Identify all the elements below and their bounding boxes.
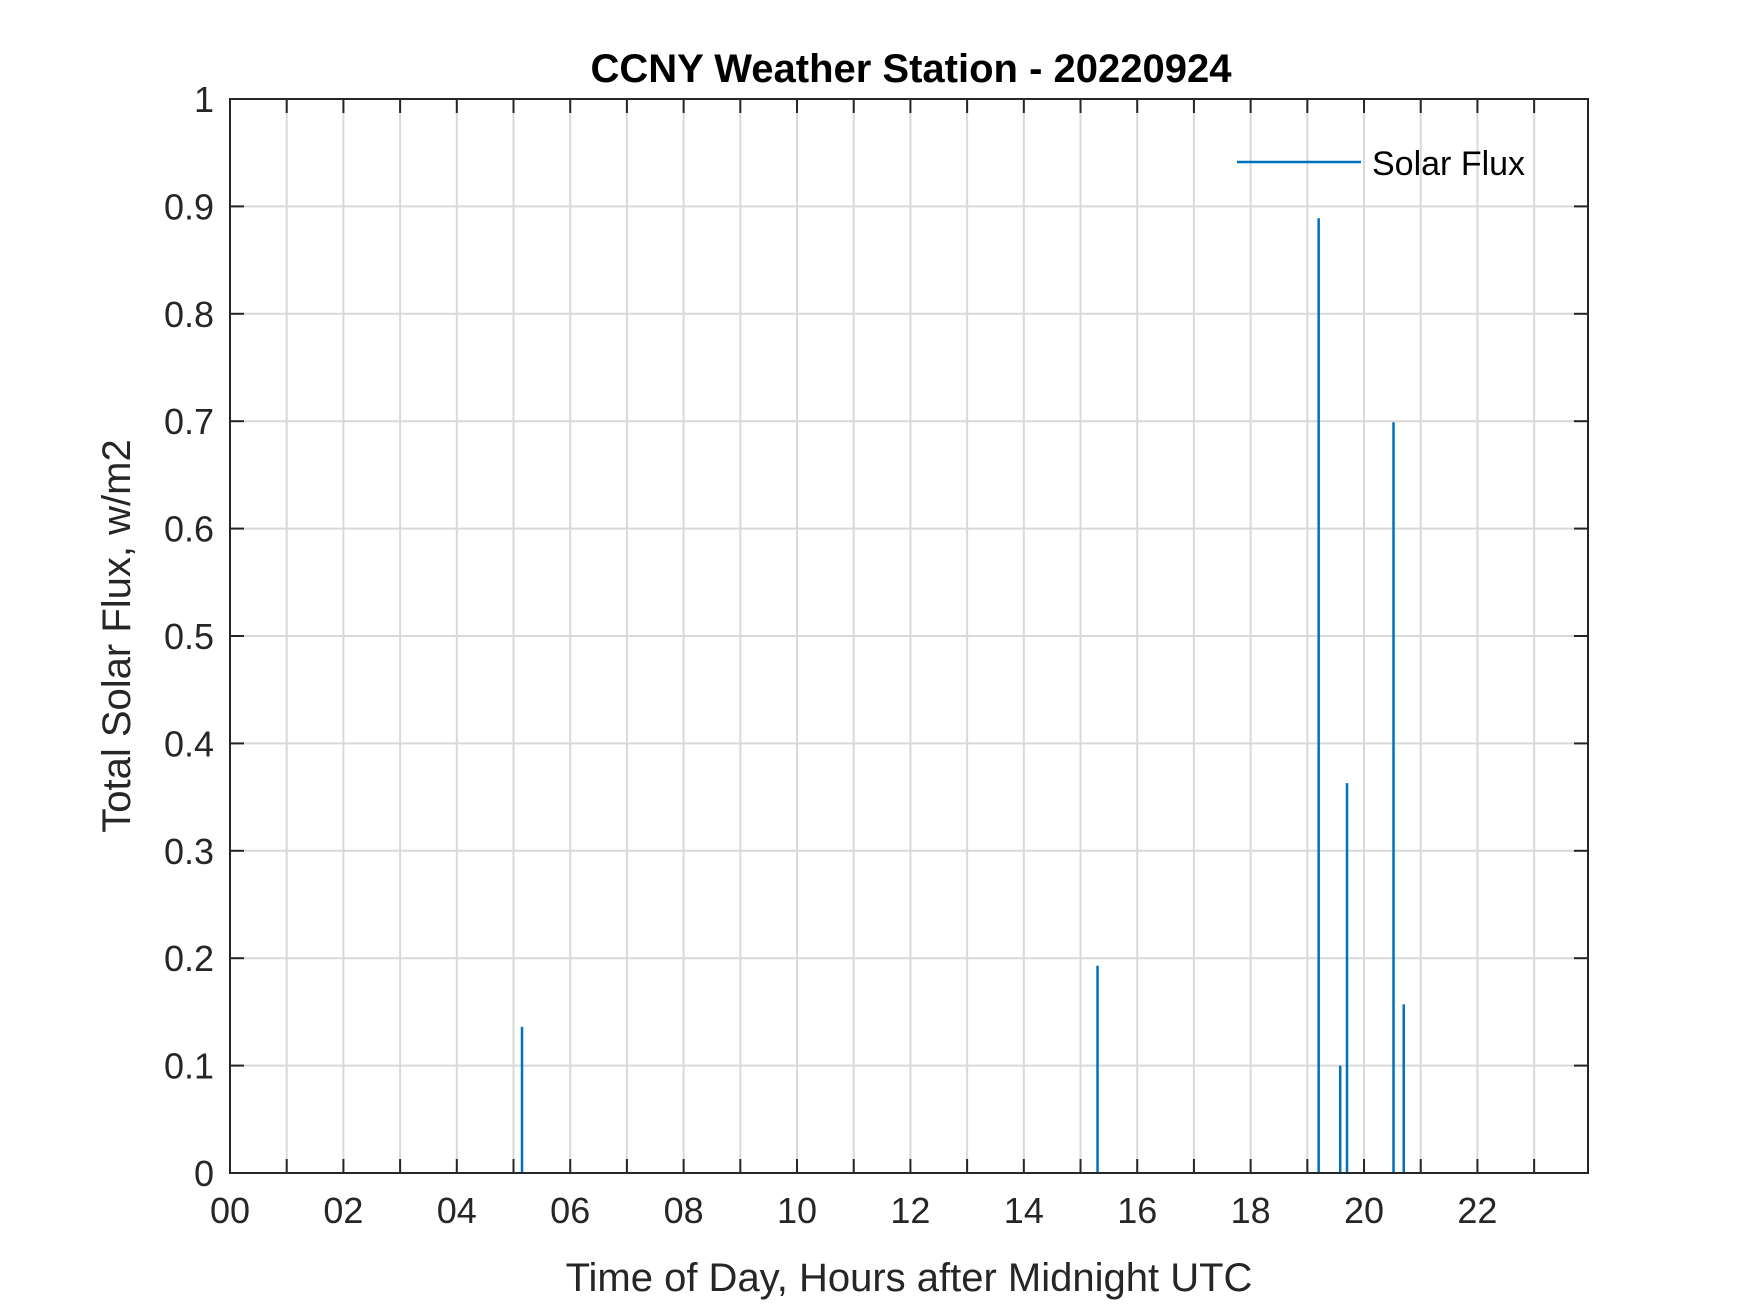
y-tick-label: 0.3	[164, 831, 214, 872]
y-tick-label: 0.9	[164, 186, 214, 227]
y-tick-label: 0.6	[164, 509, 214, 550]
x-tick-label: 22	[1457, 1190, 1497, 1231]
y-tick-label: 0.2	[164, 938, 214, 979]
y-tick-label: 0.5	[164, 616, 214, 657]
y-tick-labels: 0 0.1 0.2 0.3 0.4 0.5 0.6 0.7 0.8 0.9 1	[164, 79, 214, 1194]
x-tick-label: 12	[890, 1190, 930, 1231]
x-tick-labels: 00 02 04 06 08 10 12 14 16 18 20 22	[210, 1190, 1497, 1231]
legend: Solar Flux	[1237, 145, 1525, 183]
x-tick-label: 08	[664, 1190, 704, 1231]
y-tick-label: 0	[194, 1153, 214, 1194]
x-axis-label: Time of Day, Hours after Midnight UTC	[566, 1256, 1253, 1300]
x-tick-label: 02	[323, 1190, 363, 1231]
y-tick-label: 0.8	[164, 294, 214, 335]
y-tick-label: 1	[194, 79, 214, 120]
y-axis-label: Total Solar Flux, w/m2	[95, 439, 139, 832]
x-tick-label: 18	[1231, 1190, 1271, 1231]
x-tick-label: 00	[210, 1190, 250, 1231]
x-tick-label: 16	[1117, 1190, 1157, 1231]
y-tick-label: 0.7	[164, 401, 214, 442]
x-tick-label: 06	[550, 1190, 590, 1231]
y-tick-label: 0.4	[164, 723, 214, 764]
x-tick-label: 10	[777, 1190, 817, 1231]
series-solar-flux	[520, 218, 1405, 1173]
grid-lines	[230, 99, 1588, 1173]
x-tick-label: 04	[437, 1190, 477, 1231]
tick-marks	[229, 98, 1588, 1174]
y-tick-label: 0.1	[164, 1046, 214, 1087]
x-tick-label: 20	[1344, 1190, 1384, 1231]
legend-label-solar-flux: Solar Flux	[1372, 145, 1525, 183]
chart-title: CCNY Weather Station - 20220924	[591, 47, 1233, 91]
x-tick-label: 14	[1004, 1190, 1044, 1231]
